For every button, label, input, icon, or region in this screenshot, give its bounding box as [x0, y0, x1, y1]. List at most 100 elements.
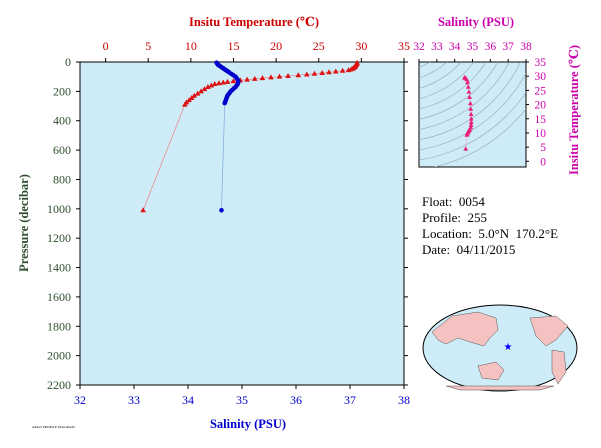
ts-point	[465, 79, 470, 85]
ts-point	[465, 84, 471, 89]
map-land-samerica	[551, 349, 567, 385]
top-tick-label: 10	[185, 39, 197, 53]
ts-x-tick-label: 37	[502, 41, 514, 53]
ts-y-tick-label: 15	[535, 114, 547, 126]
temperature-point	[251, 75, 258, 81]
float-location-marker: ★	[504, 342, 513, 353]
ts-y-tick-label: 0	[540, 156, 546, 168]
top-tick-label: 35	[398, 39, 410, 53]
footnote: ARGO PROFILE DIAGRAM	[32, 425, 75, 429]
ts-point	[467, 100, 473, 106]
temperature-point	[216, 80, 222, 86]
ts-top-axis-title: Salinity (PSU)	[438, 15, 514, 29]
temperature-point	[198, 88, 204, 94]
ts-point	[468, 122, 474, 127]
temperature-point	[339, 67, 346, 73]
bottom-tick-label: 36	[290, 393, 302, 407]
float-info-float: Float: 0054	[422, 194, 485, 209]
y-tick-label: 200	[53, 84, 71, 98]
temperature-point	[205, 83, 211, 89]
map-land-asia	[431, 311, 499, 347]
top-axis-title: Insitu Temperature (℃)	[189, 15, 319, 29]
ts-y-tick-label: 20	[535, 100, 547, 112]
y-tick-label: 800	[53, 172, 71, 186]
temperature-point	[332, 68, 339, 74]
main-plot-marks: 0200400600800100012001400160018002000220…	[47, 39, 410, 407]
y-tick-label: 600	[53, 143, 71, 157]
bottom-tick-label: 37	[344, 393, 356, 407]
ts-point	[463, 146, 469, 151]
temperature-point	[208, 82, 215, 88]
y-tick-label: 2200	[47, 378, 71, 392]
ts-x-tick-label: 34	[449, 41, 461, 53]
ts-x-tick-label: 32	[413, 41, 425, 53]
ts-point	[468, 106, 474, 111]
bottom-tick-label: 35	[236, 393, 248, 407]
ts-point	[468, 111, 474, 117]
bottom-axis-title: Salinity (PSU)	[210, 417, 286, 431]
temperature-point	[224, 78, 231, 84]
temperature-point	[140, 207, 146, 213]
temperature-point	[186, 97, 192, 103]
temperature-point	[304, 71, 310, 77]
temperature-point	[220, 79, 227, 85]
y-tick-label: 400	[53, 114, 71, 128]
temperature-point	[201, 86, 208, 92]
ts-point	[468, 119, 474, 124]
salinity-point	[222, 100, 228, 106]
y-tick-label: 1800	[47, 319, 71, 333]
ts-point	[466, 89, 472, 94]
ts-plot-marks: 32 33 34 35 36 37 38 0 5 10 15 20 25 30 35	[354, 0, 547, 168]
y-tick-label: 1200	[47, 231, 71, 245]
map-land-antarctica	[445, 385, 555, 391]
temperature-point	[259, 75, 266, 81]
bottom-tick-label: 38	[398, 393, 410, 407]
y-tick-label: 1400	[47, 261, 71, 275]
world-map: ★	[422, 304, 578, 392]
ts-y-tick-label: 10	[535, 128, 547, 140]
top-tick-label: 30	[355, 39, 367, 53]
ts-point	[468, 116, 474, 121]
bottom-tick-label: 34	[182, 393, 194, 407]
float-info-profile: Profile: 255	[422, 210, 487, 225]
bottom-tick-label: 32	[74, 393, 86, 407]
bottom-tick-label: 33	[128, 393, 140, 407]
y-tick-label: 0	[65, 55, 71, 69]
temperature-point	[211, 81, 218, 87]
top-tick-label: 20	[270, 39, 282, 53]
ts-right-axis-title: Insitu Temperature (℃)	[567, 45, 581, 175]
temperature-point	[285, 72, 291, 78]
temperature-point	[268, 74, 274, 80]
left-axis-title: Pressure (decibar)	[17, 174, 31, 272]
map-land-namerica	[529, 315, 569, 347]
ts-point	[464, 76, 470, 82]
y-tick-label: 2000	[47, 349, 71, 363]
ts-point	[467, 94, 473, 99]
top-tick-label: 25	[313, 39, 325, 53]
ts-y-tick-label: 5	[540, 142, 546, 154]
temperature-point	[295, 72, 302, 78]
ts-point	[464, 132, 470, 137]
ts-x-tick-label: 33	[431, 41, 443, 53]
ts-x-tick-label: 35	[467, 41, 479, 53]
temperature-point	[191, 92, 198, 98]
salinity-point	[219, 207, 224, 213]
map-land-australia	[477, 361, 505, 381]
ts-y-tick-label: 25	[535, 85, 547, 97]
y-tick-label: 1600	[47, 290, 71, 304]
temperature-point	[182, 101, 188, 107]
temperature-point	[345, 67, 352, 73]
float-info-date: Date: 04/11/2015	[422, 242, 516, 257]
float-info-location: Location: 5.0°N 170.2°E	[422, 226, 559, 241]
temperature-point	[311, 70, 318, 76]
temperature-point	[188, 94, 195, 100]
temperature-point	[194, 90, 201, 96]
density-contour	[354, 0, 434, 42]
ts-x-tick-label: 36	[485, 41, 497, 53]
temperature-point	[326, 69, 332, 75]
main-plot-area	[79, 61, 405, 386]
temperature-point	[319, 70, 325, 76]
ts-y-tick-label: 30	[535, 71, 547, 83]
temperature-point	[244, 76, 250, 82]
